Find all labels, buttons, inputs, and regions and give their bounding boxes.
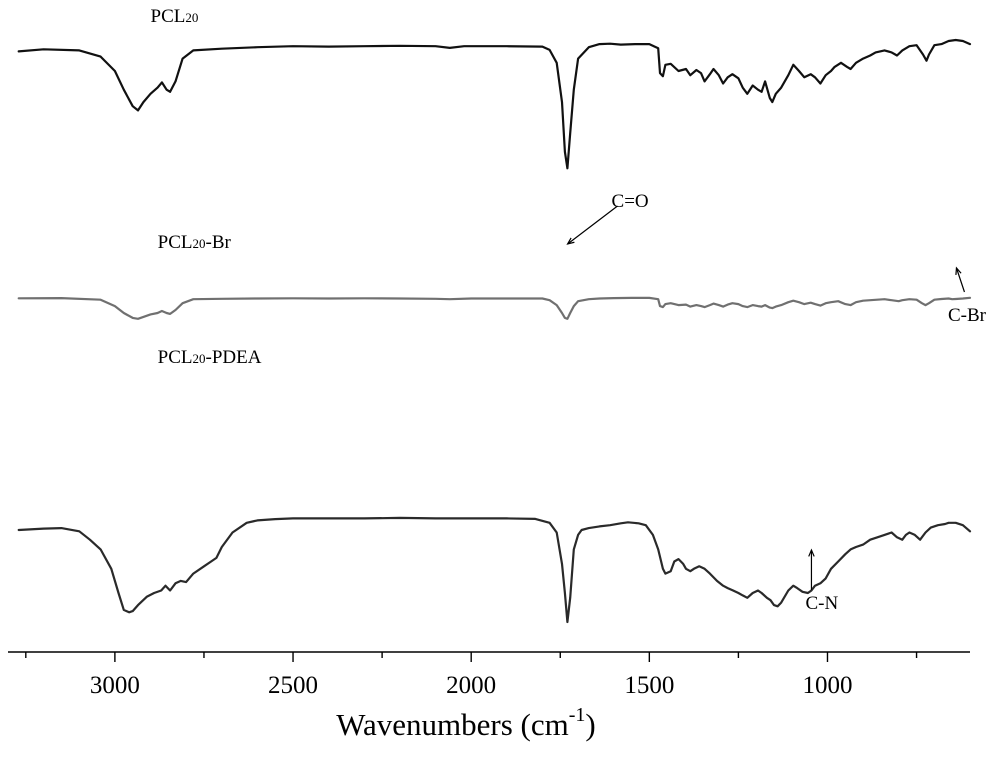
series-label-2: PCL20-Br <box>158 232 232 253</box>
series-label-subscript: 20 <box>185 10 198 25</box>
annotation-c-o-label: C=O <box>612 191 649 212</box>
annotation-c-n-arrowhead <box>808 548 815 557</box>
peak-annotations: C=O C-Br C-N <box>566 191 987 614</box>
x-axis-title-main: Wavenumbers (cm <box>336 707 569 742</box>
x-axis-title-superscript: -1 <box>569 704 586 726</box>
series-line-3 <box>17 516 972 624</box>
series-label-main: PCL <box>151 6 186 27</box>
series-label-3: PCL20-PDEA <box>158 347 262 368</box>
spectra-series-group <box>17 38 972 624</box>
series-label-suffix: -Br <box>206 232 232 253</box>
series-label-subscript: 20 <box>193 236 206 251</box>
series-label-main: PCL <box>158 232 193 253</box>
series-line-2 <box>17 296 972 320</box>
series-label-suffix: -PDEA <box>206 347 262 368</box>
annotation-c-br-arrowhead <box>955 266 962 276</box>
x-axis-title-close: ) <box>585 707 595 742</box>
x-axis-ticks: 3000 2500 2000 1500 1000 <box>25 652 918 699</box>
annotation-c-br-arrow <box>955 267 966 293</box>
x-tick-label: 2000 <box>446 672 496 699</box>
x-tick-label: 2500 <box>268 672 318 699</box>
series-label-subscript: 20 <box>193 351 206 366</box>
x-tick-label: 1000 <box>802 672 852 699</box>
series-label-main: PCL <box>158 347 193 368</box>
annotation-c-n-label: C-N <box>805 593 838 614</box>
x-axis-title: Wavenumbers (cm-1) <box>336 704 596 742</box>
series-label-1: PCL20 <box>151 6 199 27</box>
annotation-c-o-arrowhead <box>566 237 575 245</box>
annotation-c-br-label: C-Br <box>948 305 987 326</box>
x-tick-label: 1500 <box>624 672 674 699</box>
series-line-1 <box>17 38 972 170</box>
x-tick-label: 3000 <box>90 672 140 699</box>
annotation-c-o-arrow <box>567 205 618 245</box>
